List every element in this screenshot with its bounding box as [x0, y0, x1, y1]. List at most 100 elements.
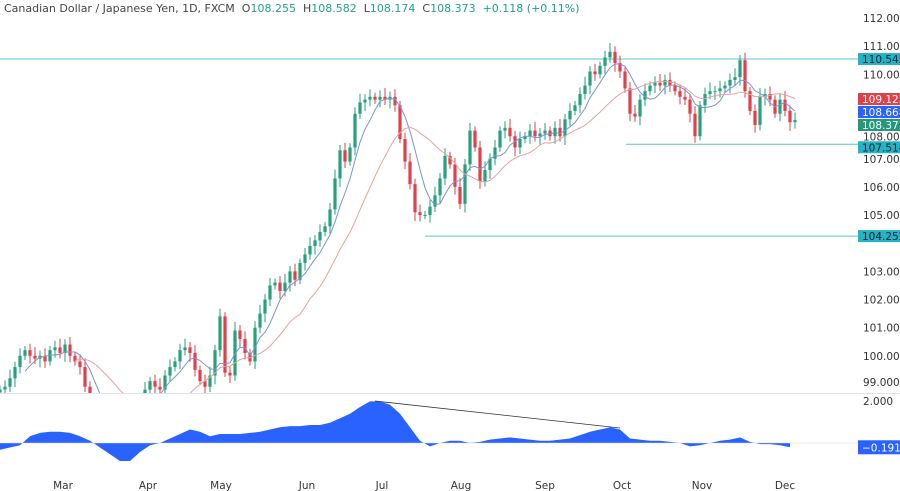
close-label: C	[422, 2, 431, 15]
time-tick-label: May	[210, 480, 232, 491]
candle-body	[468, 130, 472, 165]
candle-body	[728, 79, 732, 86]
candle-body	[343, 150, 347, 162]
candle-body	[258, 313, 262, 328]
candle-body	[138, 404, 141, 418]
candle-body	[668, 79, 672, 86]
candle-body	[318, 231, 322, 241]
candle-body	[298, 262, 302, 280]
candle-body	[763, 94, 767, 97]
candle-body	[613, 51, 617, 64]
candle-body	[698, 105, 702, 137]
price-tick-label: 101.000	[863, 323, 900, 335]
candle-body	[523, 136, 527, 140]
candle-body	[788, 110, 792, 123]
time-tick-label: Jun	[298, 480, 315, 491]
price-axis[interactable]: 112.000 111.000 110.000 108.000 107.000 106.0…	[863, 13, 900, 408]
divergence-trendline[interactable]	[374, 400, 621, 429]
time-tick-label: Oct	[613, 480, 631, 491]
candle-body	[168, 367, 172, 376]
candle-body	[58, 347, 62, 353]
price-badge-label: 108.373	[862, 120, 900, 132]
candle-body	[273, 282, 277, 286]
candle-body	[333, 178, 337, 210]
candle-body	[408, 161, 412, 185]
oscillator-area	[0, 401, 790, 461]
candle-body	[128, 432, 131, 443]
candle-body	[393, 96, 397, 106]
candle-body	[568, 110, 572, 120]
price-tick-label: 112.000	[863, 13, 900, 25]
candle-body	[738, 60, 742, 78]
level-badge	[858, 230, 900, 243]
candle-body	[303, 254, 307, 263]
candle-body	[208, 375, 212, 387]
candle-body	[478, 147, 482, 182]
candle-body	[498, 130, 502, 148]
candle-body	[338, 150, 342, 179]
level-badge-label: 110.542	[862, 54, 900, 66]
candle-body	[528, 130, 532, 137]
candle-body	[463, 164, 467, 204]
symbol-title[interactable]: Canadian Dollar / Japanese Yen, 1D, FXCM	[4, 2, 235, 15]
candle-body	[188, 347, 192, 353]
candle-body	[598, 65, 602, 75]
candle-body	[363, 99, 367, 103]
close-value: 108.373	[430, 2, 476, 15]
candle-body	[448, 155, 452, 165]
candle-body	[458, 186, 462, 204]
candle-body	[723, 85, 727, 89]
candle-body	[713, 91, 717, 93]
candle-body	[708, 91, 712, 95]
candle-body	[643, 91, 647, 100]
candle-body	[293, 271, 297, 280]
candle-body	[593, 71, 597, 75]
time-tick-label: Aug	[451, 480, 472, 491]
slow-moving-average-line	[74, 80, 796, 393]
candle-body	[43, 355, 47, 362]
candle-body	[673, 85, 677, 92]
candle-body	[603, 57, 607, 66]
candle-body	[163, 375, 167, 390]
candle-body	[53, 347, 57, 351]
candle-body	[453, 164, 457, 187]
level-badge	[858, 53, 900, 66]
candle-body	[183, 347, 187, 351]
candle-body	[778, 99, 782, 114]
candle-body	[88, 386, 92, 393]
time-axis[interactable]: Mar Apr May Jun Jul Aug Sep Oct Nov Dec	[53, 480, 795, 491]
chart-header: Canadian Dollar / Japanese Yen, 1D, FXCM…	[4, 2, 580, 15]
oscillator-value-badge	[858, 440, 900, 455]
candle-body	[488, 158, 492, 171]
price-tick-label: 108.000	[863, 132, 900, 144]
candle-body	[63, 344, 67, 353]
time-tick-label: Mar	[53, 480, 73, 491]
price-tick-label: 110.000	[863, 69, 900, 81]
candle-body	[218, 316, 222, 351]
candle-body	[533, 130, 537, 137]
candle-body	[278, 282, 282, 292]
candle-body	[563, 119, 567, 137]
candle-body	[148, 381, 152, 390]
candle-body	[508, 127, 512, 137]
moving-averages	[24, 63, 796, 393]
level-badge-label: 104.252	[862, 231, 900, 243]
time-tick-label: Nov	[692, 480, 713, 491]
candle-body	[313, 240, 317, 247]
candle-body	[73, 355, 77, 362]
price-tick-label: 100.000	[863, 351, 900, 363]
candle-body	[768, 94, 772, 100]
oscillator-value-label: −0.191	[862, 442, 900, 454]
candle-body	[143, 389, 147, 393]
candle-body	[573, 105, 577, 111]
candle-body	[693, 113, 697, 137]
candle-body	[223, 316, 227, 373]
candle-body	[28, 350, 32, 356]
price-tick-label: 107.000	[863, 154, 900, 166]
price-tick-label: 99.000	[863, 377, 900, 389]
low-label: L	[363, 2, 370, 15]
horizontal-levels	[0, 58, 858, 237]
candle-body	[588, 71, 592, 86]
candle-body	[243, 338, 247, 353]
